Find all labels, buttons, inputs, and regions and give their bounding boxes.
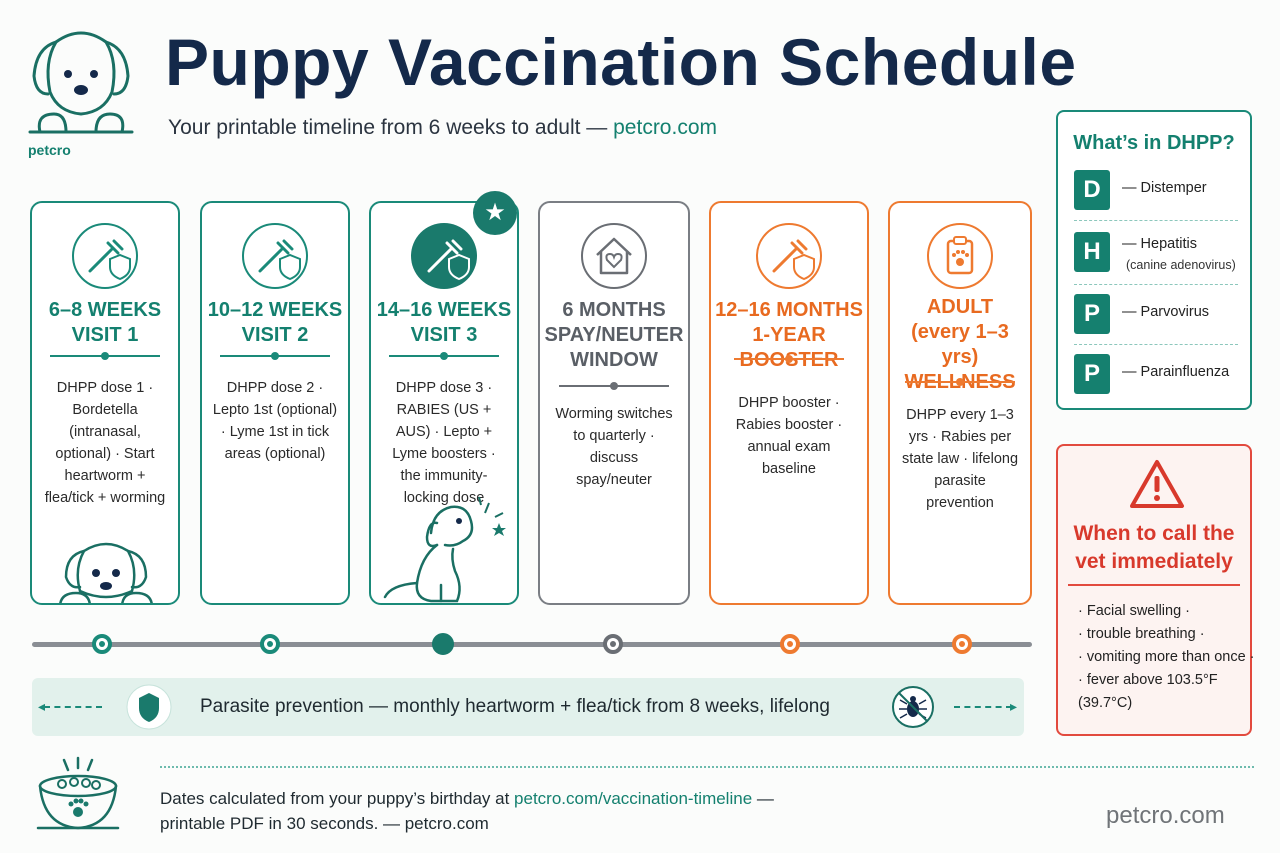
card-heading: 12–16 MONTHS 1-YEAR BOOSTER (715, 299, 863, 371)
dhpp-subname: (canine adenovirus) (1126, 258, 1236, 272)
card-one-year-booster: 12–16 MONTHS 1-YEAR BOOSTER DHPP booster… (709, 201, 869, 605)
footer-line-2: printable PDF in 30 seconds. — petcro.co… (160, 814, 489, 833)
subtitle-link[interactable]: petcro.com (613, 116, 717, 139)
card-divider (734, 355, 844, 363)
petcro-logo: petcro (26, 14, 136, 164)
dhpp-separator (1074, 344, 1238, 345)
dhpp-item: P — Parainfluenza (1074, 354, 1240, 398)
timeline-marker (952, 634, 972, 654)
timeline-marker (603, 634, 623, 654)
vet-title: When to call the vet immediately (1073, 522, 1235, 573)
card-heading: 10–12 WEEKS VISIT 2 (207, 299, 343, 346)
dhpp-item: D — Distemper (1074, 170, 1240, 214)
vet-warning-box: When to call the vet immediately · Facia… (1056, 444, 1255, 736)
parasite-text: Parasite prevention — monthly heartworm … (200, 696, 830, 717)
arrow-right-line (954, 706, 1012, 708)
syringe-shield-icon (70, 221, 140, 291)
puppy-peeking-icon (59, 542, 153, 603)
card-visit-2: 10–12 WEEKS VISIT 2 DHPP dose 2 · Lepto … (200, 201, 350, 605)
dhpp-name: — Parvovirus (1122, 304, 1210, 320)
card-visit-3: 14–16 WEEKS VISIT 3 DHPP dose 3 · RABIES… (369, 201, 519, 605)
footer-link[interactable]: petcro.com/vaccination-timeline (514, 789, 753, 808)
card-heading: 6–8 WEEKS VISIT 1 (48, 299, 162, 346)
timeline-marker (260, 634, 280, 654)
card-divider (905, 378, 1015, 386)
no-tick-icon (892, 686, 934, 728)
dhpp-letter: P (1074, 354, 1110, 394)
arrow-left-icon: ◂ (38, 698, 46, 714)
card-body: DHPP dose 3 · RABIES (US + AUS) · Lepto … (392, 380, 496, 506)
footer-text-suffix: — (752, 789, 774, 808)
card-body: DHPP dose 1 · Bordetella (intranasal, op… (44, 380, 166, 506)
arrow-right-icon: ▸ (1010, 698, 1018, 714)
dhpp-name: — Parainfluenza (1122, 364, 1230, 380)
card-divider (50, 352, 160, 360)
arrow-left-line (44, 706, 102, 708)
list-item: · fever above 103.5°F (1078, 672, 1218, 688)
timeline-marker (780, 634, 800, 654)
warning-icon (1130, 460, 1184, 508)
list-item: · Facial swelling · (1078, 603, 1190, 619)
timeline-marker (432, 633, 454, 655)
timeline-track (32, 642, 1032, 647)
star-badge-icon: ★ (473, 191, 517, 235)
syringe-shield-icon (240, 221, 310, 291)
dhpp-title: What’s in DHPP? (1073, 132, 1235, 154)
card-body: DHPP booster · Rabies booster · annual e… (735, 395, 843, 477)
card-divider (389, 352, 499, 360)
dhpp-item: H — Hepatitis (canine adenovirus) (1074, 232, 1240, 276)
dhpp-letter: D (1074, 170, 1110, 210)
dhpp-item: P — Parvovirus (1074, 294, 1240, 338)
dhpp-letter: H (1074, 232, 1110, 272)
dhpp-legend: What’s in DHPP? D — Distemper H — Hepati… (1056, 110, 1252, 410)
syringe-shield-icon (754, 221, 824, 291)
footer-divider (160, 766, 1254, 768)
puppy-sitting-icon (383, 496, 506, 603)
card-six-months: 6 MONTHS SPAY/NEUTER WINDOW Worming swit… (538, 201, 690, 605)
puppy-logo-icon (28, 31, 134, 134)
dhpp-separator (1074, 284, 1238, 285)
card-body: DHPP every 1–3 yrs · Rabies per state la… (901, 407, 1019, 511)
card-body: DHPP dose 2 · Lepto 1st (optional) · Lym… (212, 380, 338, 462)
syringe-shield-icon (409, 221, 479, 291)
page-subtitle: Your printable timeline from 6 weeks to … (168, 116, 717, 140)
card-heading: 6 MONTHS SPAY/NEUTER WINDOW (544, 299, 684, 371)
food-bowl-icon (36, 756, 120, 830)
footer-line-1: Dates calculated from your puppy’s birth… (160, 786, 774, 811)
dhpp-letter: P (1074, 294, 1110, 334)
card-adult-wellness: ADULT (every 1–3 yrs) WELLNESS DHPP ever… (888, 201, 1032, 605)
shield-icon (126, 684, 172, 730)
card-heading: 14–16 WEEKS VISIT 3 (376, 299, 512, 346)
card-body: Worming switches to quarterly · discuss … (555, 406, 673, 488)
logo-text: petcro (28, 142, 71, 158)
timeline-marker (92, 634, 112, 654)
list-item: · trouble breathing · (1078, 626, 1205, 642)
footer-text-prefix: Dates calculated from your puppy’s birth… (160, 789, 515, 808)
home-heart-icon (579, 221, 649, 291)
list-item: · vomiting more than once · (1078, 649, 1255, 665)
vet-symptom-list: · Facial swelling · · trouble breathing … (1078, 600, 1255, 715)
card-visit-1: 6–8 WEEKS VISIT 1 DHPP dose 1 · Bordetel… (30, 201, 180, 605)
parasite-prevention-banner: ◂ Parasite prevention — monthly heartwor… (32, 678, 1024, 736)
subtitle-text: Your printable timeline from 6 weeks to … (168, 116, 614, 139)
footer-brand: petcro.com (1106, 802, 1225, 829)
clipboard-paw-icon (925, 221, 995, 291)
card-heading: ADULT (every 1–3 yrs) WELLNESS (904, 296, 1015, 393)
page-title: Puppy Vaccination Schedule (165, 25, 1077, 99)
dhpp-name: — Distemper (1122, 180, 1207, 196)
list-item: (39.7°C) (1078, 695, 1133, 711)
dhpp-separator (1074, 220, 1238, 221)
dhpp-name: — Hepatitis (1122, 236, 1197, 252)
footer-text: Dates calculated from your puppy’s birth… (160, 786, 774, 836)
card-divider (220, 352, 330, 360)
vet-divider (1068, 584, 1240, 586)
card-divider (559, 382, 669, 390)
